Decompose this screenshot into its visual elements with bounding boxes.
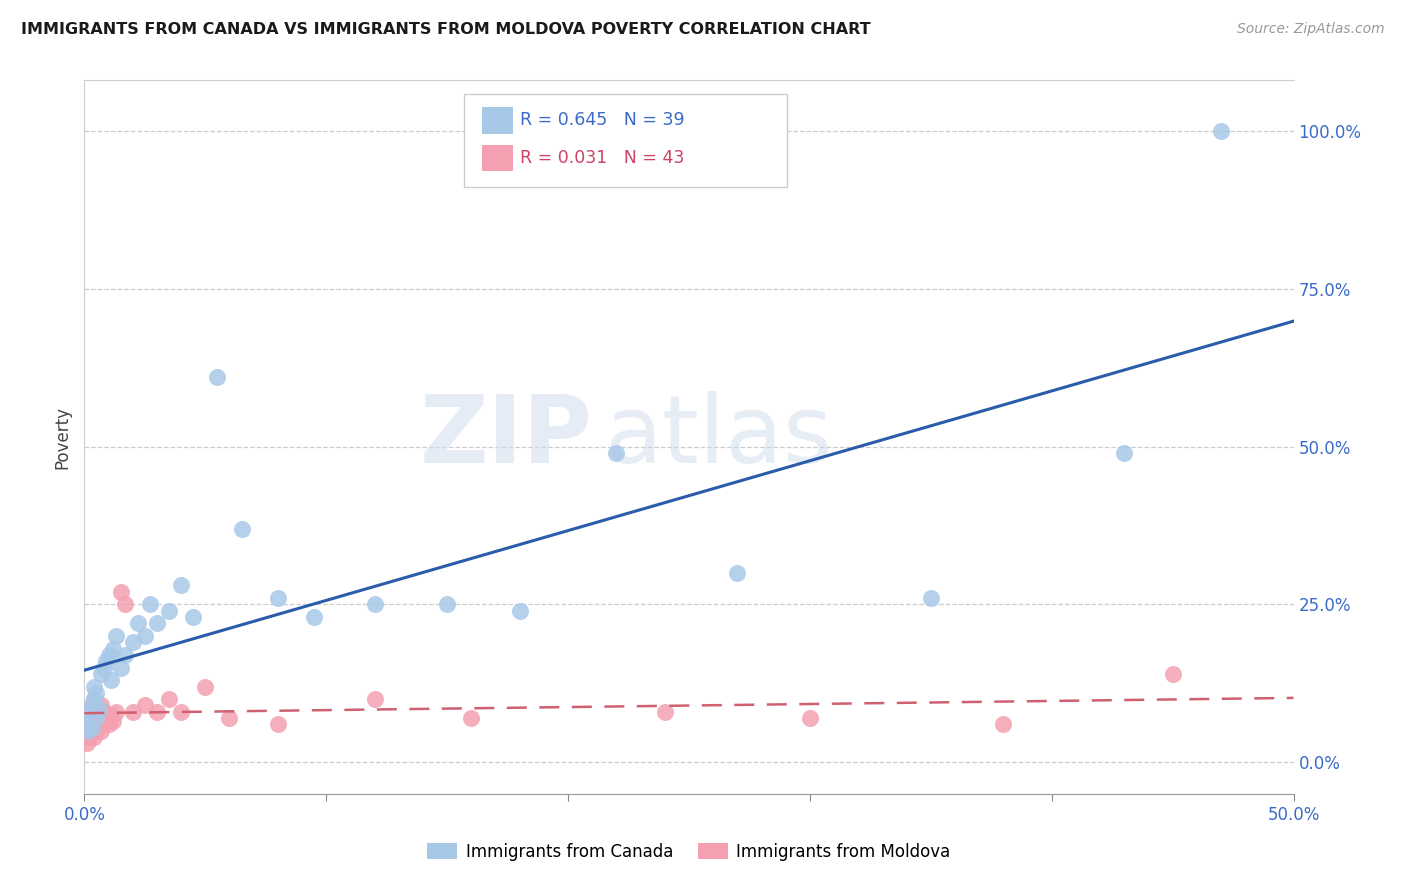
Point (134, 698, 156, 713)
Point (267, 717, 290, 731)
Point (94, 654, 117, 668)
Point (103, 641, 125, 656)
Point (93, 717, 115, 731)
Point (157, 692, 180, 706)
Point (146, 616, 169, 631)
Legend: Immigrants from Canada, Immigrants from Moldova: Immigrants from Canada, Immigrants from … (420, 837, 957, 868)
Point (302, 610, 325, 624)
Text: atlas: atlas (605, 391, 832, 483)
Point (80, 717, 103, 731)
Point (76, 730, 98, 744)
Point (436, 598, 458, 612)
Point (87, 711, 110, 725)
Point (93, 660, 115, 674)
Point (509, 604, 531, 618)
Point (121, 635, 143, 649)
Point (993, 717, 1015, 731)
Point (103, 714, 125, 729)
Point (83, 692, 105, 706)
Point (799, 711, 821, 725)
Point (110, 660, 132, 674)
Point (90, 723, 112, 738)
Point (127, 616, 149, 631)
Point (1209, 124, 1232, 138)
Point (725, 566, 748, 580)
Point (77, 714, 100, 729)
Point (83, 711, 105, 725)
Point (80, 698, 103, 713)
Point (77, 711, 100, 725)
Point (146, 705, 169, 719)
Point (157, 604, 180, 618)
Point (94, 711, 117, 725)
Point (93, 705, 115, 719)
Point (77, 705, 100, 719)
Point (90, 698, 112, 713)
Point (920, 591, 942, 606)
Point (87, 701, 110, 715)
Point (100, 708, 122, 723)
Point (104, 705, 127, 719)
Text: ZIP: ZIP (419, 391, 592, 483)
Point (1161, 666, 1184, 681)
Point (86, 723, 108, 738)
Point (77, 730, 100, 744)
Point (363, 598, 385, 612)
Text: Source: ZipAtlas.com: Source: ZipAtlas.com (1237, 22, 1385, 37)
Point (83, 680, 105, 694)
Point (170, 705, 193, 719)
Point (110, 584, 132, 599)
Point (114, 648, 136, 662)
Point (80, 723, 103, 738)
Point (86, 711, 108, 725)
Point (83, 730, 105, 744)
Point (654, 705, 676, 719)
Point (170, 578, 193, 592)
Point (460, 711, 482, 725)
Point (97, 717, 120, 731)
Point (605, 446, 627, 460)
Point (1114, 446, 1136, 460)
Point (83, 692, 105, 706)
Point (77, 717, 100, 731)
Point (121, 705, 143, 719)
Point (363, 692, 385, 706)
Point (97, 648, 120, 662)
Point (207, 370, 229, 384)
Point (86, 686, 108, 700)
Point (114, 598, 136, 612)
Point (267, 591, 290, 606)
Y-axis label: Poverty: Poverty (53, 406, 72, 468)
Point (134, 629, 156, 643)
Point (138, 598, 160, 612)
Point (194, 680, 217, 694)
Point (218, 711, 240, 725)
Point (90, 666, 112, 681)
Point (231, 522, 253, 536)
Point (80, 721, 103, 735)
Point (76, 723, 98, 738)
Point (181, 610, 204, 624)
Text: IMMIGRANTS FROM CANADA VS IMMIGRANTS FROM MOLDOVA POVERTY CORRELATION CHART: IMMIGRANTS FROM CANADA VS IMMIGRANTS FRO… (21, 22, 870, 37)
Point (87, 717, 110, 731)
Point (86, 705, 108, 719)
Point (100, 673, 122, 688)
Text: R = 0.031   N = 43: R = 0.031 N = 43 (520, 149, 685, 167)
Point (76, 723, 98, 738)
Point (104, 629, 127, 643)
Point (77, 705, 100, 719)
Point (80, 698, 103, 713)
Text: R = 0.645   N = 39: R = 0.645 N = 39 (520, 112, 685, 129)
Point (76, 736, 98, 750)
Point (76, 717, 98, 731)
